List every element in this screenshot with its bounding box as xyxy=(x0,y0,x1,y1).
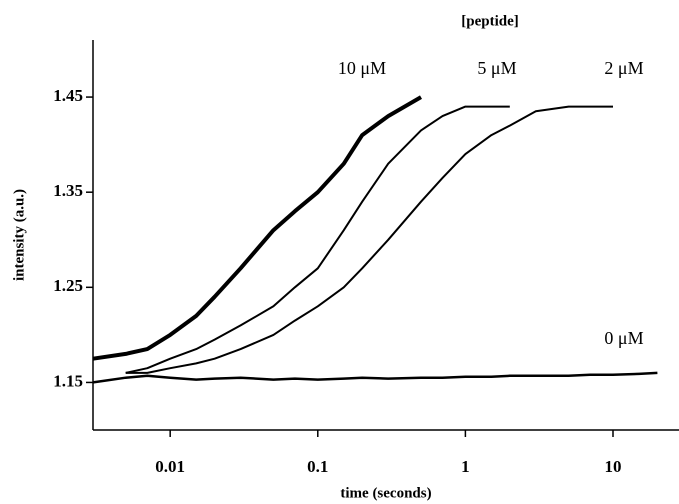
x-tick-label: 0.1 xyxy=(307,457,328,476)
y-tick-label: 1.25 xyxy=(53,276,83,295)
x-tick-label: 10 xyxy=(604,457,621,476)
series-label: 5 μM xyxy=(477,58,516,78)
y-axis-title: intensity (a.u.) xyxy=(11,189,27,281)
x-axis-title: time (seconds) xyxy=(340,485,431,501)
y-tick-label: 1.15 xyxy=(53,371,83,390)
series-label: 2 μM xyxy=(604,58,643,78)
x-tick-label: 0.01 xyxy=(155,457,185,476)
series-line xyxy=(92,95,423,361)
series-label: 0 μM xyxy=(604,328,643,348)
series-line xyxy=(92,371,658,384)
series-line xyxy=(125,105,613,374)
y-tick-label: 1.35 xyxy=(53,181,83,200)
series-label: 10 μM xyxy=(338,58,386,78)
series-line xyxy=(125,105,510,374)
legend-title: [peptide] xyxy=(461,13,519,29)
y-tick-label: 1.45 xyxy=(53,86,83,105)
x-tick-label: 1 xyxy=(461,457,470,476)
